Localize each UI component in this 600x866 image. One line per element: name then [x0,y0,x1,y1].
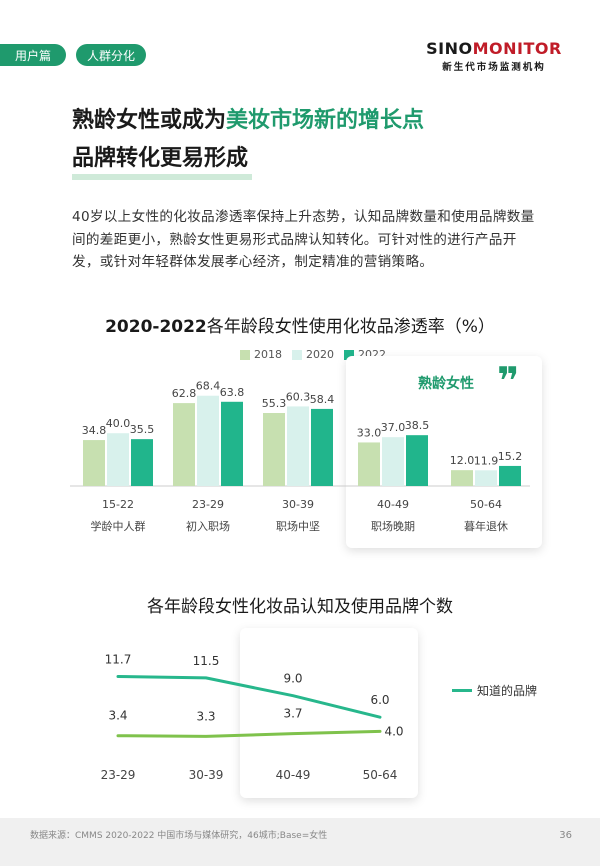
bar-40-49-2018 [358,442,380,486]
bar-label-23-29-2020: 68.4 [196,380,221,393]
legend-swatch-2022 [344,349,354,360]
line-series-known-brands [116,675,382,719]
legend-label-2018: 2018 [254,348,282,361]
line-label-0-30-39: 11.5 [193,654,220,668]
chart1-title-rest: 各年龄段女性使用化妆品渗透率（%） [206,317,495,337]
logo-monitor: MONITOR [472,39,562,58]
bar-50-64-2022 [499,465,521,486]
legend-swatch-2020 [292,349,302,360]
chart2-title: 各年龄段女性化妆品认知及使用品牌个数 [147,597,453,617]
body-paragraph: 40岁以上女性的化妆品渗透率保持上升态势，认知品牌数量和使用品牌数量间的差距更小… [72,209,535,270]
page-number: 36 [559,830,572,841]
line-label-1-40-49: 3.7 [283,707,302,721]
bar-label-50-64-2018: 12.0 [450,454,475,467]
logo-sino: SINO [426,39,473,58]
chart2-x-tick-30-39: 30-39 [189,768,224,782]
chart2-highlight-card [240,628,418,798]
x-sublabel-50-64: 暮年退休 [464,519,508,533]
bar-50-64-2018 [451,470,473,486]
bar-label-15-22-2018: 34.8 [82,424,107,437]
bar-30-39-2018 [263,413,285,486]
chart2-x-tick-40-49: 40-49 [276,768,311,782]
legend-swatch-2018 [240,349,250,360]
legend-label-known-brands: 知道的品牌 [477,684,538,698]
legend-line-swatch [452,689,472,692]
bar-label-23-29-2018: 62.8 [172,387,197,400]
x-sublabel-23-29: 初入职场 [186,519,230,533]
bar-40-49-2022 [406,435,428,486]
headline-line1-highlight: 美妆市场新的增长点 [226,108,425,133]
tag-segmentation: 人群分化 [76,44,146,66]
legend-item-2018: 2018 [240,348,282,361]
x-tick-15-22: 15-22 [102,498,134,511]
bar-label-40-49-2022: 38.5 [405,419,430,432]
logo-wordmark: SINOMONITOR [426,40,562,58]
bar-label-40-49-2018: 33.0 [357,426,382,439]
bar-23-29-2020 [197,395,219,486]
bar-15-22-2018 [83,440,105,486]
bar-label-50-64-2022: 15.2 [498,450,523,463]
bar-15-22-2020 [107,433,129,486]
chart1-title-years: 2020-2022 [105,317,207,337]
bar-30-39-2020 [287,406,309,486]
bar-label-15-22-2022: 35.5 [130,423,155,436]
chart2-x-tick-50-64: 50-64 [363,768,398,782]
bar-label-30-39-2022: 58.4 [310,393,335,406]
bar-label-23-29-2022: 63.8 [220,386,245,399]
bar-label-50-64-2020: 11.9 [474,454,499,467]
x-sublabel-30-39: 职场中坚 [276,519,320,533]
tag-user-section: 用户篇 [0,44,66,66]
line-series-used-brands [116,729,382,738]
bar-label-15-22-2020: 40.0 [106,417,131,430]
headline-line1-part1: 熟龄女性或成为 [72,108,227,133]
bar-40-49-2020 [382,437,404,486]
line-label-0-23-29: 11.7 [105,652,132,666]
bar-30-39-2022 [311,408,333,486]
line-label-0-50-64: 6.0 [370,693,389,707]
line-label-1-50-64: 4.0 [384,724,403,738]
headline-line1: 熟龄女性或成为美妆市场新的增长点 [72,102,424,134]
headline-line2: 品牌转化更易形成 [72,146,249,171]
x-sublabel-15-22: 学龄中人群 [91,519,146,533]
bar-label-30-39-2020: 60.3 [286,390,311,403]
bar-23-29-2018 [173,403,195,486]
bar-23-29-2022 [221,401,243,486]
quote-icon: ❞ [497,359,520,403]
x-tick-23-29: 23-29 [192,498,224,511]
bar-50-64-2020 [475,470,497,486]
legend-item-2020: 2020 [292,348,334,361]
x-tick-30-39: 30-39 [282,498,314,511]
data-source: 数据来源：CMMS 2020-2022 中国市场与媒体研究，46城市;Base=… [30,831,328,841]
line-label-1-23-29: 3.4 [108,709,127,723]
x-tick-50-64: 50-64 [470,498,502,511]
sinomonitor-logo: SINOMONITOR 新生代市场监测机构 [426,40,562,74]
bar-label-30-39-2018: 55.3 [262,397,287,410]
mature-women-label: 熟龄女性 [418,376,474,392]
chart2-legend: 知道的品牌 [452,682,537,699]
line-label-1-30-39: 3.3 [196,709,215,723]
line-label-0-40-49: 9.0 [283,672,302,686]
logo-chinese: 新生代市场监测机构 [442,62,546,73]
bar-label-40-49-2020: 37.0 [381,421,406,434]
footer-band [0,818,600,866]
legend-label-2020: 2020 [306,348,334,361]
x-sublabel-40-49: 职场晚期 [371,519,415,533]
x-tick-40-49: 40-49 [377,498,409,511]
chart2-x-tick-23-29: 23-29 [101,768,136,782]
bar-15-22-2022 [131,439,153,486]
chart1-title: 2020-2022各年龄段女性使用化妆品渗透率（%） [0,312,600,337]
headline-underline [72,174,252,180]
